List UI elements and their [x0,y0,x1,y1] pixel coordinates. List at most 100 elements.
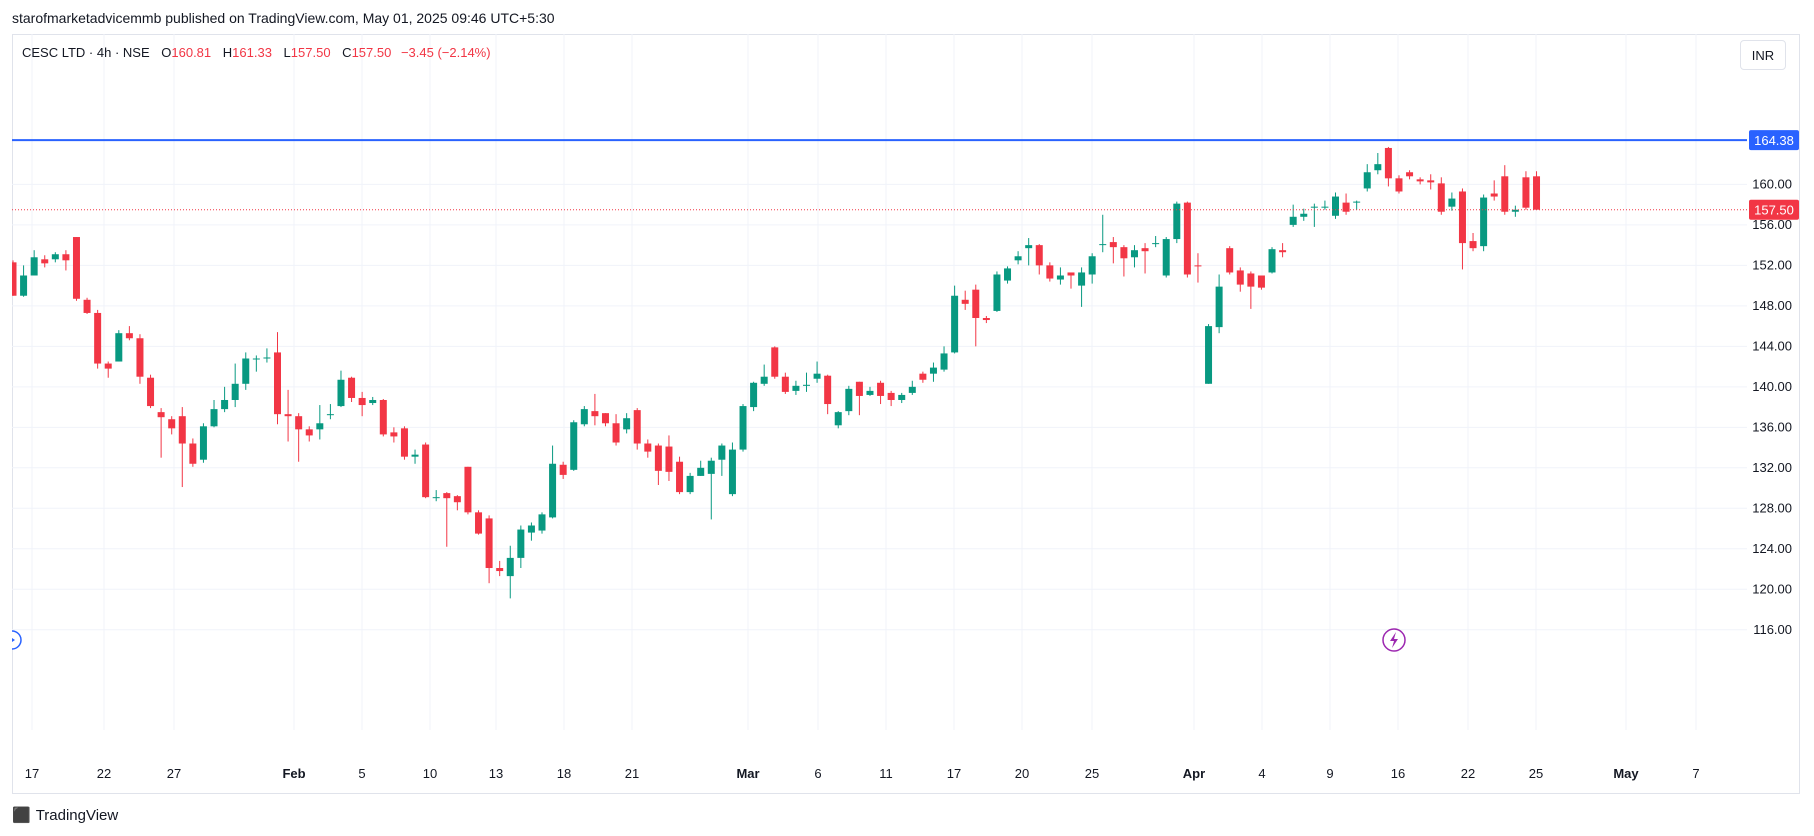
horizontal-line-price-tag: 164.38 [1749,130,1799,151]
candle-body [1300,213,1308,217]
candle [1458,188,1466,270]
candle-body [125,333,133,339]
candle-body [580,409,588,425]
candle [1342,193,1350,215]
candle-body [62,254,70,261]
candle [697,460,705,476]
candle-body [443,493,451,499]
y-tick-label: 128.00 [1752,500,1792,515]
candle-body [464,466,472,513]
candle-body [400,428,408,457]
overlays: 164.38 157.50 [12,130,1799,220]
candle [517,525,525,569]
candle [1469,232,1477,252]
y-tick-label: 160.00 [1752,176,1792,191]
candle-body [834,412,842,426]
candle [527,522,535,541]
candle-body [506,557,514,577]
candle-body [654,445,662,471]
symbol-label[interactable]: CESC LTD · 4h · NSE [22,45,150,60]
candle [231,363,239,408]
candle [1194,253,1202,283]
currency-button[interactable]: INR [1740,40,1786,70]
candle-body [792,385,800,391]
candle [51,252,59,263]
candle-body [1501,176,1509,212]
candle [1289,204,1297,227]
candle [147,374,155,409]
candle-body [263,357,271,359]
y-axis: 116.00 120.00 124.00 128.00 132.00 136.00 140.… [1752,176,1792,636]
candle [1162,237,1170,278]
y-tick-label: 120.00 [1752,581,1792,596]
candle [549,445,557,519]
candle [1310,203,1318,227]
candle [919,371,927,383]
y-tick-label: 116.00 [1753,622,1792,637]
candle-body [305,429,313,436]
candle [601,413,609,427]
candle [1374,153,1382,175]
candle [1321,200,1329,210]
candle [877,380,885,405]
candle [1437,177,1445,215]
candle [1130,245,1138,268]
candle [591,393,599,426]
candle-body [866,390,874,395]
candle-body [549,463,557,518]
candle [1025,238,1033,266]
candle-body [147,377,155,407]
candle-body [358,397,366,406]
svg-text:157.50: 157.50 [1754,203,1794,218]
candle-body [697,467,705,476]
candle [369,396,377,406]
candle-body [1374,164,1382,171]
x-axis: 17 22 27 Feb 5 10 13 18 21 Mar 6 11 17 20 25 Apr 4 9 16 22 2… [25,766,1700,781]
candle-body [326,414,334,416]
candle-body [728,449,736,495]
x-tick-label: May [1613,766,1639,781]
candle-body [379,399,387,435]
candle-body [411,454,419,457]
candle-body [1458,191,1466,244]
candle-body [1490,193,1498,197]
replay-icon[interactable] [12,630,22,650]
candle [538,512,546,534]
x-tick-label: 10 [423,766,437,781]
candle-body [1130,250,1138,258]
candle-body [993,274,1001,311]
candle [1183,201,1191,278]
x-tick-label: 9 [1326,766,1333,781]
candle [136,334,144,384]
candle-body [824,375,832,405]
x-tick-label: 13 [489,766,503,781]
candle [464,466,472,515]
candle [1226,246,1234,275]
brand[interactable]: ⬛ TradingView [12,806,118,825]
candle-body [1205,326,1213,384]
low-label: L [283,45,291,60]
candle-body [707,460,715,474]
candle-body [199,426,207,460]
x-tick-label: 18 [557,766,571,781]
candle-body [1236,270,1244,285]
candle [1004,266,1012,284]
candlestick-chart[interactable]: 116.00 120.00 124.00 128.00 132.00 136.00 140.… [12,34,1800,794]
candle [1257,275,1265,290]
candle-body [242,358,250,384]
chart-frame [12,34,1800,794]
candle-body [1384,147,1392,179]
candle [41,255,49,268]
candle [485,515,493,584]
candle-body [104,363,112,369]
candle-body [803,384,810,386]
candle-body [1088,256,1096,275]
candle-body [221,399,229,410]
candle [1056,267,1064,285]
y-tick-label: 140.00 [1752,379,1792,394]
candle [1014,251,1022,265]
candle [189,438,197,467]
candle-body [1480,197,1488,247]
candle-body [1522,177,1530,208]
lightning-icon[interactable] [1382,628,1406,652]
